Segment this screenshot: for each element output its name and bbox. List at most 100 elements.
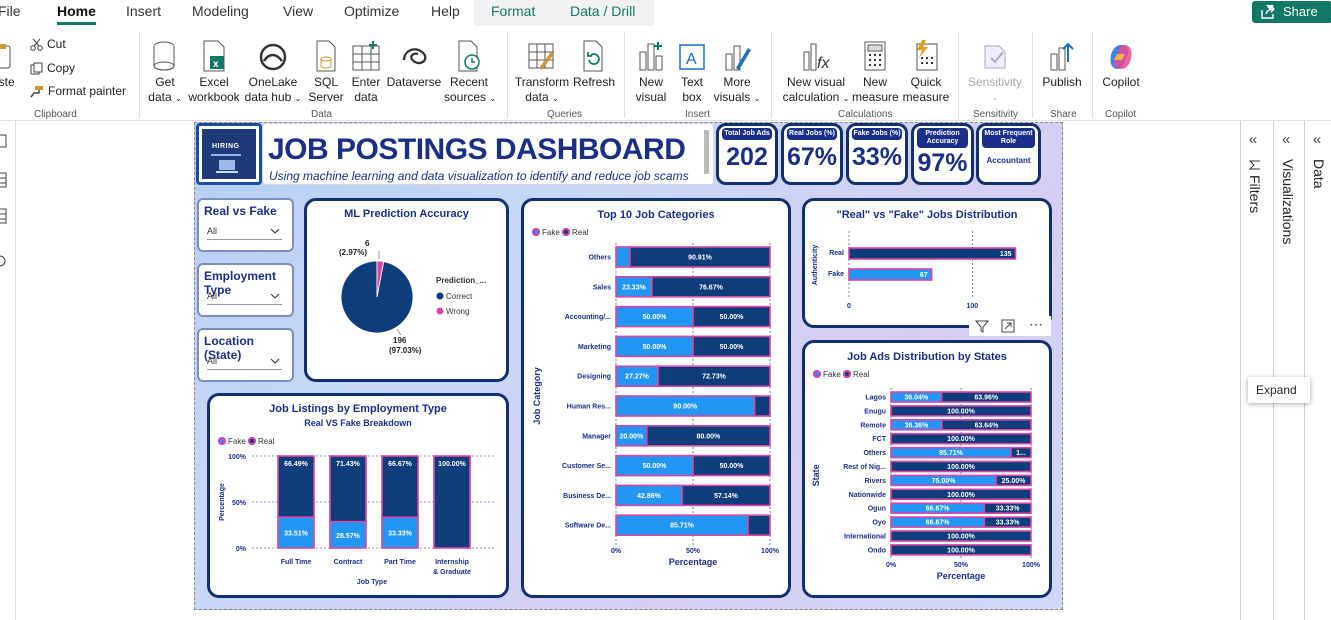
get-data-button[interactable]: Get data ⌄ xyxy=(144,36,186,106)
filters-label: Filters xyxy=(1247,175,1263,214)
refresh-button[interactable]: Refresh xyxy=(572,36,616,90)
bar-label-real: 50.00% xyxy=(720,344,745,351)
table-view-icon[interactable] xyxy=(0,172,7,188)
tab-modeling[interactable]: Modeling xyxy=(192,3,249,19)
bar-value-label: 67 xyxy=(920,272,928,279)
bar-label-fake: 85.71% xyxy=(670,523,695,530)
quick-measure-button[interactable]: Quick measure xyxy=(901,36,951,105)
quick-measure-icon xyxy=(916,40,938,71)
get-data-label-1: Get xyxy=(155,75,175,89)
sql-server-button[interactable]: SQL Server xyxy=(307,36,345,105)
more-visuals-label-2: visuals xyxy=(713,90,751,104)
publish-button[interactable]: Publish xyxy=(1040,36,1084,90)
share-button[interactable]: Share xyxy=(1252,1,1331,23)
bar-label-real: 25.00% xyxy=(1002,478,1027,485)
tab-home[interactable]: Home xyxy=(57,3,96,25)
pie-slice-wrong xyxy=(376,260,385,298)
kpi-label: Fake Jobs (%) xyxy=(852,128,902,140)
real-vs-fake-card[interactable]: "Real" vs "Fake" Jobs Distribution 0 100 R… xyxy=(802,198,1052,328)
dataverse-button[interactable]: Dataverse xyxy=(386,36,442,90)
separator xyxy=(139,32,140,118)
more-visuals-button[interactable]: More visuals ⌄ xyxy=(712,36,762,106)
cut-button[interactable]: Cut xyxy=(30,37,66,51)
transform-data-button[interactable]: Transform data ⌄ xyxy=(514,36,570,106)
enter-data-button[interactable]: Enter data xyxy=(347,36,385,105)
legend-fake-label: Fake xyxy=(823,370,841,379)
separator xyxy=(1092,32,1093,118)
svg-text:A: A xyxy=(686,51,697,68)
database-icon xyxy=(153,41,175,71)
sensitivity-button[interactable]: Sensitivity ⌄ xyxy=(964,36,1026,105)
slicer-title: Real vs Fake xyxy=(204,204,277,218)
laptop-icon xyxy=(216,160,238,173)
dataverse-label: Dataverse xyxy=(386,75,442,89)
category-label: Rivers xyxy=(865,478,887,485)
bar-label-fake: 90.00% xyxy=(673,404,698,411)
slicer-employment-type[interactable]: Employment Type All xyxy=(197,263,294,317)
bar-label-real: 66.49% xyxy=(284,461,309,468)
tab-help[interactable]: Help xyxy=(431,3,460,19)
onelake-icon xyxy=(259,43,287,71)
copilot-button[interactable]: Copilot xyxy=(1098,36,1144,90)
report-view-icon[interactable] xyxy=(0,134,7,148)
paste-button[interactable]: aste xyxy=(0,36,22,90)
bar-real xyxy=(646,425,771,447)
dax-view-icon[interactable] xyxy=(0,255,6,267)
job-ads-by-states-card[interactable]: Job Ads Distribution by States Fake Real… xyxy=(802,340,1052,598)
slicer-dropdown[interactable]: All xyxy=(207,224,282,240)
focus-mode-icon[interactable] xyxy=(1001,319,1015,333)
filter-icon[interactable] xyxy=(975,319,989,333)
slicer-dropdown[interactable]: All xyxy=(207,289,282,305)
copy-button[interactable]: Copy xyxy=(30,61,75,75)
legend-fake-dot xyxy=(532,228,540,236)
bar-real xyxy=(1010,446,1032,459)
slicer-value: All xyxy=(207,291,218,301)
slicer-location-state[interactable]: Location (State) All xyxy=(197,328,294,382)
filters-pane-collapsed[interactable]: « Filters xyxy=(1240,121,1272,620)
scrollbar[interactable] xyxy=(704,130,709,174)
new-measure-label-1: New xyxy=(862,75,887,89)
employment-type-chart-card[interactable]: Job Listings by Employment Type Real VS … xyxy=(207,393,509,598)
tab-optimize[interactable]: Optimize xyxy=(344,3,400,19)
refresh-icon xyxy=(583,40,603,72)
page-title: JOB POSTINGS DASHBOARD xyxy=(268,133,686,166)
top-job-categories-card[interactable]: Top 10 Job Categories Fake Real 0% 50% 100… xyxy=(521,198,791,598)
onelake-data-hub-button[interactable]: OneLake data hub ⌄ xyxy=(244,36,302,106)
new-visual-calculation-button[interactable]: fx New visual calculation ⌄ xyxy=(779,36,853,106)
tab-file[interactable]: File xyxy=(0,3,21,19)
data-pane-collapsed[interactable]: « Data xyxy=(1304,121,1331,620)
tab-view[interactable]: View xyxy=(283,3,314,19)
slicer-dropdown[interactable]: All xyxy=(207,354,282,370)
x-axis-title: Job Type xyxy=(357,579,387,586)
excel-workbook-button[interactable]: x Excel workbook xyxy=(187,36,241,105)
slicer-title: Location (State) xyxy=(204,334,254,362)
legend-correct-label: Correct xyxy=(446,292,473,301)
pie-chart-card[interactable]: ML Prediction Accuracy 6 (2.97%) 196 (97.03… xyxy=(304,198,509,382)
bar-real xyxy=(848,247,1017,260)
expand-chevron-icon[interactable]: « xyxy=(1282,131,1291,148)
recent-label-2: sources xyxy=(444,90,487,104)
bar-label-real: 76.67% xyxy=(699,284,724,291)
tab-data-drill[interactable]: Data / Drill xyxy=(570,3,636,19)
tab-insert[interactable]: Insert xyxy=(126,3,162,19)
recent-sources-button[interactable]: Recent sources ⌄ xyxy=(444,36,496,106)
category-label: FCT xyxy=(872,436,886,443)
format-painter-button[interactable]: Format painter xyxy=(30,84,126,98)
tab-format[interactable]: Format xyxy=(491,3,536,19)
legend-real-dot xyxy=(843,370,852,378)
category-label: Full Time xyxy=(281,559,312,566)
text-box-button[interactable]: A Text box xyxy=(674,36,710,105)
slicer-real-vs-fake[interactable]: Real vs Fake All xyxy=(197,198,294,252)
new-measure-button[interactable]: New measure xyxy=(852,36,899,105)
kpi-total-job-ads: Total Job Ads 202 xyxy=(716,123,778,185)
visualizations-pane-collapsed[interactable]: « Visualizations xyxy=(1273,121,1303,620)
expand-chevron-icon[interactable]: « xyxy=(1313,131,1322,148)
more-options-icon[interactable]: ⋯ xyxy=(1029,316,1044,332)
new-visual-calc-label-1: New visual xyxy=(786,75,846,89)
pie-legend-title: Prediction_... xyxy=(436,276,486,285)
bar-label-real: 90.91% xyxy=(688,255,713,262)
category-label: Enugu xyxy=(864,408,886,415)
new-visual-button[interactable]: New visual xyxy=(631,36,671,105)
expand-chevron-icon[interactable]: « xyxy=(1249,131,1258,148)
model-view-icon[interactable] xyxy=(0,208,7,224)
